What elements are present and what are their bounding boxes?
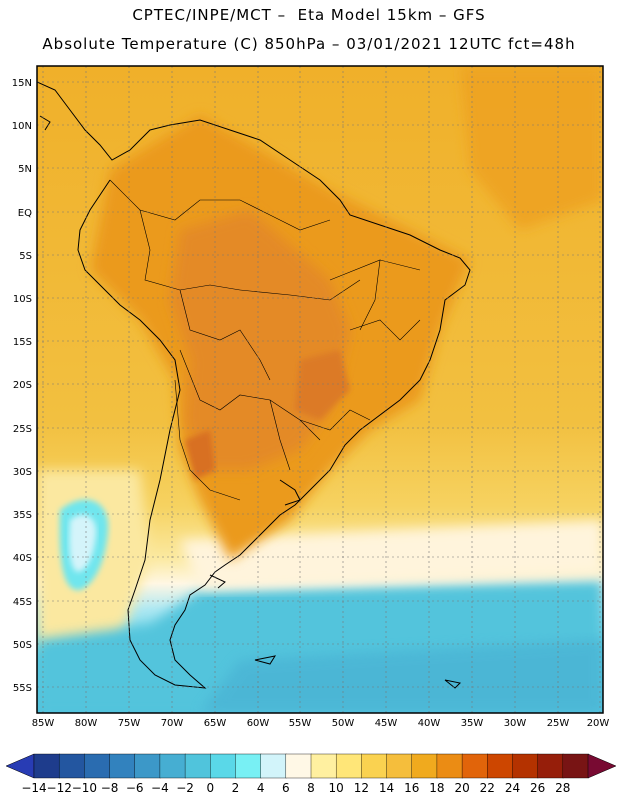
colorbar-swatch xyxy=(487,753,514,779)
colorbar-label: 22 xyxy=(480,781,495,795)
colorbar-label: 4 xyxy=(257,781,265,795)
colorbar-label: 12 xyxy=(354,781,369,795)
colorbar-label: −2 xyxy=(176,781,194,795)
colorbar-label: 20 xyxy=(454,781,469,795)
colorbar-label: −8 xyxy=(101,781,119,795)
map-title-line2: Absolute Temperature (C) 850hPa – 03/01/… xyxy=(42,35,576,53)
lat-label: 35S xyxy=(13,510,32,521)
map-title-line1: CPTEC/INPE/MCT – Eta Model 15km – GFS xyxy=(132,6,486,24)
colorbar-swatch xyxy=(285,753,312,779)
country-borders xyxy=(109,179,421,501)
colorbar-label: 6 xyxy=(282,781,290,795)
lat-label: 30S xyxy=(13,467,32,478)
colorbar-swatch xyxy=(184,753,211,779)
colorbar-swatch xyxy=(562,753,589,779)
colorbar-max-arrow xyxy=(587,753,617,779)
colorbar-swatch xyxy=(260,753,287,779)
lat-label: 20S xyxy=(13,380,32,391)
lat-label: 10S xyxy=(13,294,32,305)
colorbar-swatch xyxy=(537,753,564,779)
colorbar-swatch xyxy=(461,753,488,779)
lat-label: 50S xyxy=(13,640,32,651)
lon-label: 20W xyxy=(587,718,610,729)
colorbar-label: −14 xyxy=(21,781,46,795)
colorbar-swatch xyxy=(235,753,262,779)
colorbar-label: 0 xyxy=(206,781,214,795)
colorbar-swatch xyxy=(159,753,186,779)
colorbar-swatch xyxy=(512,753,539,779)
lon-label: 80W xyxy=(75,718,98,729)
lon-label: 70W xyxy=(161,718,184,729)
lat-label: 55S xyxy=(13,683,32,694)
lat-lon-grid xyxy=(37,66,603,713)
lon-label: 60W xyxy=(247,718,270,729)
colorbar-swatch xyxy=(84,753,111,779)
colorbar-swatch xyxy=(109,753,136,779)
lon-label: 55W xyxy=(289,718,312,729)
lat-label: 45S xyxy=(13,597,32,608)
colorbar-label: 8 xyxy=(307,781,315,795)
colorbar-label: 24 xyxy=(505,781,520,795)
colorbar-swatch xyxy=(134,753,161,779)
lon-label: 45W xyxy=(375,718,398,729)
colorbar-label: 2 xyxy=(232,781,240,795)
latitude-labels: 15N 10N 5N EQ 5S 10S 15S 20S 25S 30S 35S… xyxy=(12,78,32,694)
lon-label: 85W xyxy=(32,718,55,729)
colorbar-label: 16 xyxy=(404,781,419,795)
lat-label: 5S xyxy=(19,251,32,262)
colorbar-swatch xyxy=(58,753,86,779)
lon-label: 25W xyxy=(547,718,570,729)
colorbar-swatch xyxy=(411,753,438,779)
lon-label: 35W xyxy=(461,718,484,729)
lat-label: 25S xyxy=(13,424,32,435)
colorbar-label: −10 xyxy=(72,781,97,795)
colorbar-label: 26 xyxy=(530,781,545,795)
colorbar-label: 28 xyxy=(555,781,570,795)
map-frame xyxy=(36,65,604,714)
colorbar-swatch xyxy=(335,753,363,779)
colorbar: −14 −12 −10 −8 −6 −4 −2 0 2 4 6 8 10 12 14 16 18 20 22 24 26… xyxy=(5,753,617,795)
lat-label: 5N xyxy=(18,164,32,175)
colorbar-label: 10 xyxy=(329,781,344,795)
colorbar-swatch xyxy=(33,753,60,779)
lat-label: 10N xyxy=(12,121,32,132)
colorbar-label: 14 xyxy=(379,781,394,795)
colorbar-label: −12 xyxy=(47,781,72,795)
colorbar-min-arrow xyxy=(5,753,35,779)
lon-label: 40W xyxy=(418,718,441,729)
colorbar-swatch xyxy=(310,753,337,779)
colorbar-swatch xyxy=(361,753,388,779)
colorbar-swatch xyxy=(386,753,413,779)
lon-label: 75W xyxy=(118,718,141,729)
lat-label: 15N xyxy=(12,78,32,89)
lon-label: 50W xyxy=(332,718,355,729)
lat-label: 40S xyxy=(13,553,32,564)
colorbar-label: 18 xyxy=(429,781,444,795)
lon-label: 65W xyxy=(204,718,227,729)
lat-label: 15S xyxy=(13,337,32,348)
colorbar-swatch xyxy=(210,753,237,779)
lon-label: 30W xyxy=(504,718,527,729)
lat-label: EQ xyxy=(18,208,32,219)
temperature-field xyxy=(37,66,603,713)
colorbar-swatch xyxy=(436,753,463,779)
longitude-labels: 85W 80W 75W 70W 65W 60W 55W 50W 45W 40W … xyxy=(32,718,610,729)
colorbar-label: −4 xyxy=(151,781,169,795)
colorbar-label: −6 xyxy=(126,781,144,795)
